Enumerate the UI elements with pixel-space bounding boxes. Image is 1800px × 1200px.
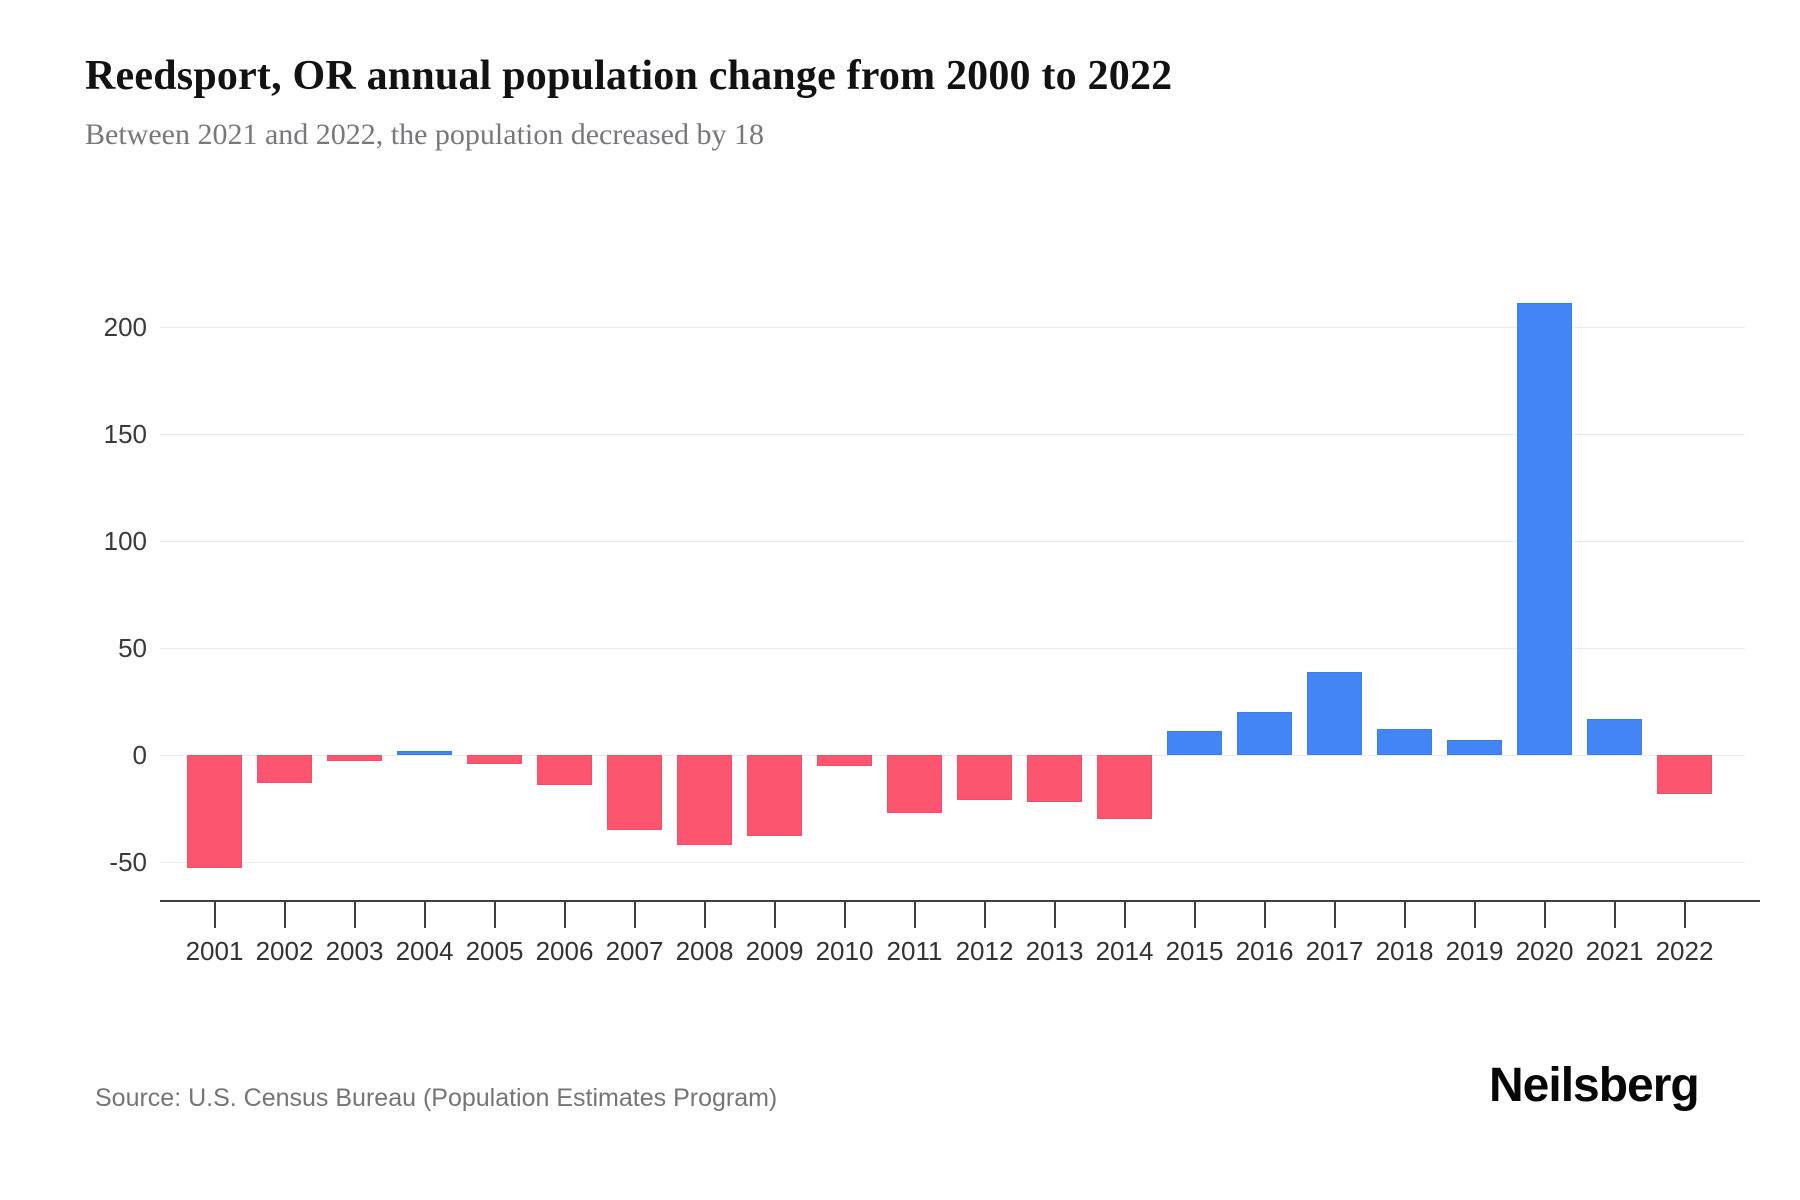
x-axis-label-2019: 2019: [1445, 936, 1504, 966]
y-axis-label-150: 150: [103, 419, 147, 449]
x-axis-label-2009: 2009: [745, 936, 804, 966]
bar-2015[interactable]: [1167, 731, 1222, 755]
bar-2001[interactable]: [187, 755, 242, 869]
y-axis-label--50: -50: [109, 847, 147, 877]
chart-title: Reedsport, OR annual population change f…: [85, 53, 1173, 99]
bar-2011[interactable]: [887, 755, 942, 813]
x-axis-label-2013: 2013: [1025, 936, 1084, 966]
x-axis-label-2018: 2018: [1375, 936, 1434, 966]
x-axis-label-2011: 2011: [886, 936, 943, 966]
x-axis-label-2021: 2021: [1585, 936, 1644, 966]
x-axis-label-2008: 2008: [675, 936, 734, 966]
gridline-200: [160, 326, 1745, 328]
x-tick-2007: [633, 902, 636, 928]
x-tick-2003: [353, 902, 356, 928]
x-axis-label-2007: 2007: [605, 936, 664, 966]
x-axis-label-2006: 2006: [535, 936, 594, 966]
x-axis-label-2004: 2004: [395, 936, 454, 966]
x-tick-2004: [423, 902, 426, 928]
gridline-0: [160, 754, 1745, 756]
bar-2013[interactable]: [1027, 755, 1082, 803]
x-tick-2009: [773, 902, 776, 928]
x-tick-2001: [213, 902, 216, 928]
x-tick-2017: [1333, 902, 1336, 928]
source-note: Source: U.S. Census Bureau (Population E…: [95, 1084, 778, 1112]
x-tick-2020: [1543, 902, 1546, 928]
x-tick-2015: [1193, 902, 1196, 928]
x-axis-label-2002: 2002: [255, 936, 314, 966]
chart-subtitle: Between 2021 and 2022, the population de…: [85, 118, 764, 151]
x-axis-label-2022: 2022: [1655, 936, 1714, 966]
gridline-100: [160, 540, 1745, 542]
bar-2008[interactable]: [677, 755, 732, 845]
gridline-150: [160, 433, 1745, 435]
x-axis-label-2010: 2010: [815, 936, 874, 966]
gridline-50: [160, 647, 1745, 649]
bar-2004[interactable]: [397, 750, 452, 755]
bar-2014[interactable]: [1097, 755, 1152, 820]
bar-2016[interactable]: [1237, 712, 1292, 755]
x-tick-2013: [1053, 902, 1056, 928]
x-tick-2021: [1613, 902, 1616, 928]
x-tick-2012: [983, 902, 986, 928]
bar-2010[interactable]: [817, 755, 872, 766]
bar-2017[interactable]: [1307, 671, 1362, 755]
bar-2019[interactable]: [1447, 740, 1502, 755]
bar-2002[interactable]: [257, 755, 312, 783]
x-tick-2019: [1473, 902, 1476, 928]
x-tick-2006: [563, 902, 566, 928]
y-axis-label-0: 0: [132, 740, 147, 770]
x-tick-2016: [1263, 902, 1266, 928]
x-tick-2011: [913, 902, 916, 928]
x-tick-2005: [493, 902, 496, 928]
neilsberg-logo[interactable]: Neilsberg: [1489, 1059, 1700, 1112]
bar-2020[interactable]: [1517, 303, 1572, 755]
x-tick-2008: [703, 902, 706, 928]
x-axis-label-2015: 2015: [1165, 936, 1224, 966]
x-axis-label-2014: 2014: [1095, 936, 1154, 966]
x-tick-2002: [283, 902, 286, 928]
bar-2022[interactable]: [1657, 755, 1712, 794]
x-axis-label-2012: 2012: [955, 936, 1014, 966]
x-tick-2010: [843, 902, 846, 928]
bar-2005[interactable]: [467, 755, 522, 764]
x-tick-2018: [1403, 902, 1406, 928]
bar-2007[interactable]: [607, 755, 662, 830]
x-axis-label-2003: 2003: [325, 936, 384, 966]
bar-2018[interactable]: [1377, 729, 1432, 755]
x-axis-label-2001: 2001: [185, 936, 244, 966]
bar-2003[interactable]: [327, 755, 382, 762]
x-axis-line: [160, 900, 1760, 902]
bar-2009[interactable]: [747, 755, 802, 837]
bar-2012[interactable]: [957, 755, 1012, 800]
bar-2006[interactable]: [537, 755, 592, 785]
gridline--50: [160, 861, 1745, 863]
x-axis-label-2017: 2017: [1305, 936, 1364, 966]
y-axis-label-200: 200: [103, 312, 147, 342]
x-tick-2022: [1683, 902, 1686, 928]
x-axis-label-2005: 2005: [465, 936, 524, 966]
x-axis-label-2016: 2016: [1235, 936, 1294, 966]
bar-2021[interactable]: [1587, 718, 1642, 755]
x-tick-2014: [1123, 902, 1126, 928]
x-axis-label-2020: 2020: [1515, 936, 1574, 966]
y-axis-label-50: 50: [118, 633, 147, 663]
y-axis-label-100: 100: [103, 526, 147, 556]
